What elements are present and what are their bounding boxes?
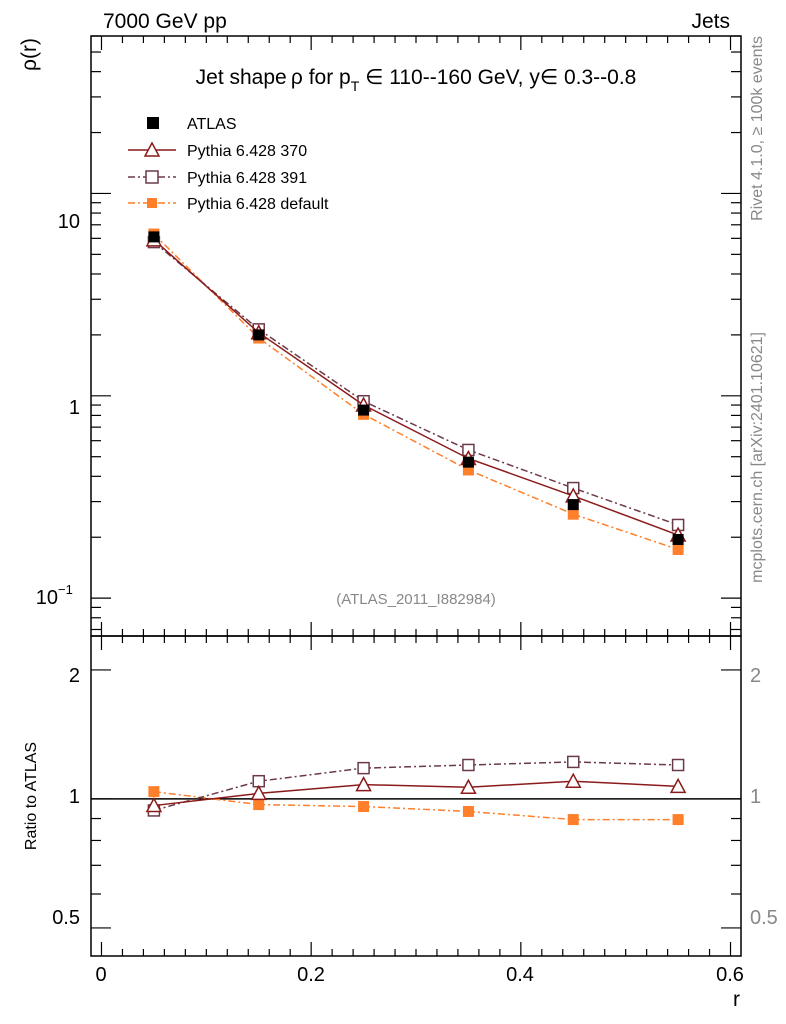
ratio-point-default — [148, 786, 160, 798]
main-series-layer — [145, 228, 687, 555]
ytick-label-0.1-base: 10 — [36, 587, 58, 609]
legend-marker-atlas — [147, 117, 159, 129]
ratio-ticks — [91, 636, 741, 956]
header-left: 7000 GeV pp — [103, 10, 227, 33]
ratio-line-370 — [153, 780, 679, 807]
series-line-default — [153, 233, 679, 551]
legend-marker-391 — [145, 170, 159, 184]
xtick-label-0.6: 0.6 — [716, 964, 744, 986]
point-default — [462, 464, 474, 476]
ytick-label-1: 1 — [69, 397, 80, 419]
point-default — [567, 508, 579, 520]
series-line-370 — [153, 239, 679, 536]
x-axis-label: r — [733, 988, 740, 1011]
rivet-label: Rivet 4.1.0, ≥ 100k events — [749, 36, 766, 221]
ratio-point-391 — [357, 761, 370, 775]
ratio-ytick-label-right-0.5: 0.5 — [750, 907, 778, 929]
chart-title: Jet shape ρ for pT ∈ 110--160 GeV, y∈ 0.… — [196, 66, 637, 94]
legend-label-default: Pythia 6.428 default — [187, 196, 329, 213]
ratio-ytick-label-1: 1 — [69, 786, 80, 808]
main-ticks — [91, 35, 741, 636]
ratio-point-default — [672, 814, 684, 826]
header-right: Jets — [691, 10, 730, 33]
point-atlas — [253, 329, 265, 341]
mcplots-label: mcplots.cern.ch [arXiv:2401.10621] — [749, 332, 766, 583]
xtick-label-0.2: 0.2 — [297, 964, 325, 986]
ratio-ytick-label-2: 2 — [69, 665, 80, 687]
ratio-point-default — [567, 814, 579, 826]
y-axis-label-ratio: Ratio to ATLAS — [23, 742, 40, 850]
series-line-391 — [153, 241, 679, 526]
title-prefix: Jet shape ρ for p — [196, 66, 351, 89]
ratio-point-370 — [565, 772, 582, 788]
analysis-label: (ATLAS_2011_I882984) — [336, 591, 496, 608]
point-atlas — [358, 404, 370, 416]
ytick-label-10: 10 — [58, 211, 80, 233]
ytick-label-0.1-exponent: −1 — [58, 582, 73, 597]
point-default — [672, 543, 684, 555]
point-atlas — [672, 533, 684, 545]
legend-marker-370 — [143, 141, 161, 157]
legend: ATLAS Pythia 6.428 370 Pythia 6.428 391 … — [128, 116, 329, 213]
point-atlas — [462, 456, 474, 468]
ratio-panel: 2 1 0.5 2 1 0.5 Ratio to ATLAS 0 0.2 0.4… — [23, 635, 778, 1011]
ratio-point-391 — [462, 758, 475, 772]
ratio-point-370 — [355, 776, 372, 792]
legend-label-391: Pythia 6.428 391 — [187, 170, 307, 187]
point-atlas — [567, 499, 579, 511]
ratio-line-default — [153, 790, 679, 821]
xtick-label-0.4: 0.4 — [506, 964, 534, 986]
legend-label-atlas: ATLAS — [187, 116, 237, 133]
legend-marker-default — [147, 198, 157, 208]
ratio-line-391 — [153, 761, 679, 812]
title-sub: T — [351, 78, 360, 94]
xtick-label-0: 0 — [95, 964, 106, 986]
ytick-label-0.1: 10 — [36, 587, 58, 609]
ratio-point-default — [358, 801, 370, 813]
ratio-point-370 — [460, 778, 477, 794]
ratio-point-default — [253, 799, 265, 811]
ratio-point-391 — [567, 755, 580, 769]
ratio-point-370 — [669, 777, 687, 794]
ratio-ytick-label-right-1: 1 — [750, 786, 761, 808]
y-axis-label-main: ρ(r) — [18, 38, 41, 71]
legend-label-370: Pythia 6.428 370 — [187, 143, 307, 160]
ratio-point-default — [462, 805, 474, 817]
ratio-series-layer — [91, 755, 741, 826]
ratio-point-391 — [671, 758, 685, 772]
ratio-point-370 — [250, 784, 267, 801]
main-panel: 10 1 10 −1 ρ(r) Jet shape ρ for pT ∈ 110… — [18, 35, 742, 637]
point-atlas — [148, 231, 160, 243]
ratio-ytick-label-0.5: 0.5 — [52, 907, 80, 929]
ratio-ytick-label-right-2: 2 — [750, 665, 761, 687]
ratio-point-370 — [145, 796, 163, 813]
title-suffix: ∈ 110--160 GeV, y∈ 0.3--0.8 — [359, 66, 636, 89]
